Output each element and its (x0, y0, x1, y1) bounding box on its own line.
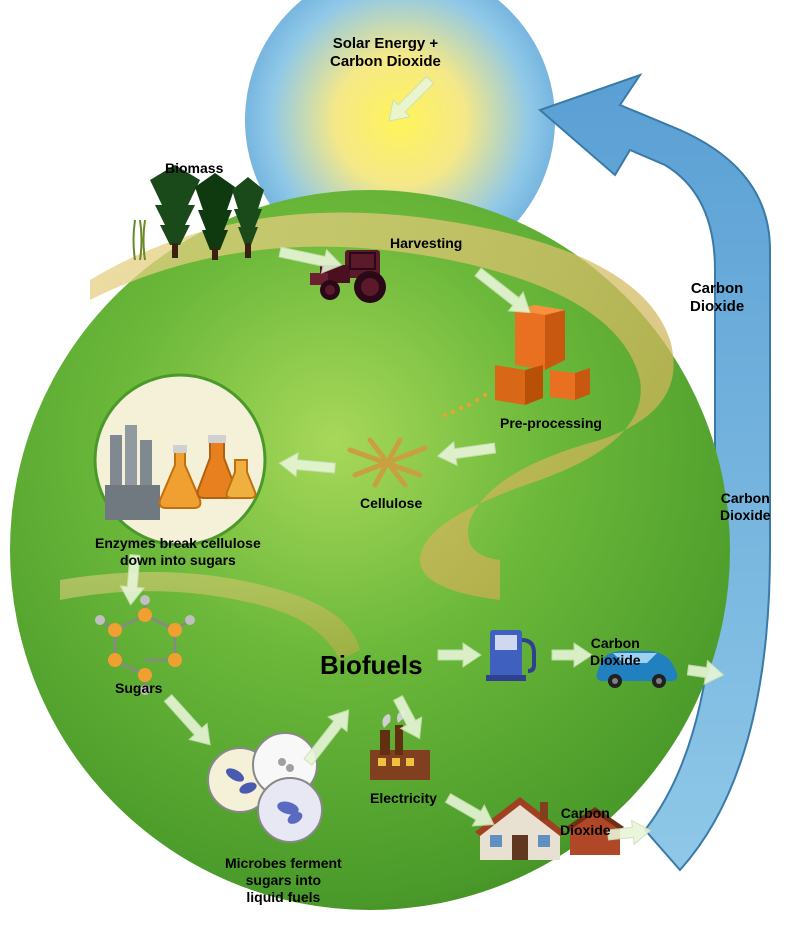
label-sugars: Sugars (115, 680, 162, 697)
label-cellulose: Cellulose (360, 495, 422, 512)
label-microbes: Microbes ferment sugars into liquid fuel… (225, 855, 342, 905)
label-harvesting: Harvesting (390, 235, 462, 252)
label-preprocessing: Pre-processing (500, 415, 602, 432)
label-co2-mid: Carbon Dioxide (720, 490, 771, 524)
label-biofuels: Biofuels (320, 650, 423, 681)
lab-icon (95, 375, 265, 545)
label-co2-top: Carbon Dioxide (690, 280, 744, 316)
label-electricity: Electricity (370, 790, 437, 807)
label-co2-house: Carbon Dioxide (560, 805, 611, 839)
label-enzymes: Enzymes break cellulose down into sugars (95, 535, 261, 569)
label-solar: Solar Energy + Carbon Dioxide (330, 35, 441, 71)
label-biomass: Biomass (165, 160, 223, 177)
label-co2-car: Carbon Dioxide (590, 635, 641, 669)
